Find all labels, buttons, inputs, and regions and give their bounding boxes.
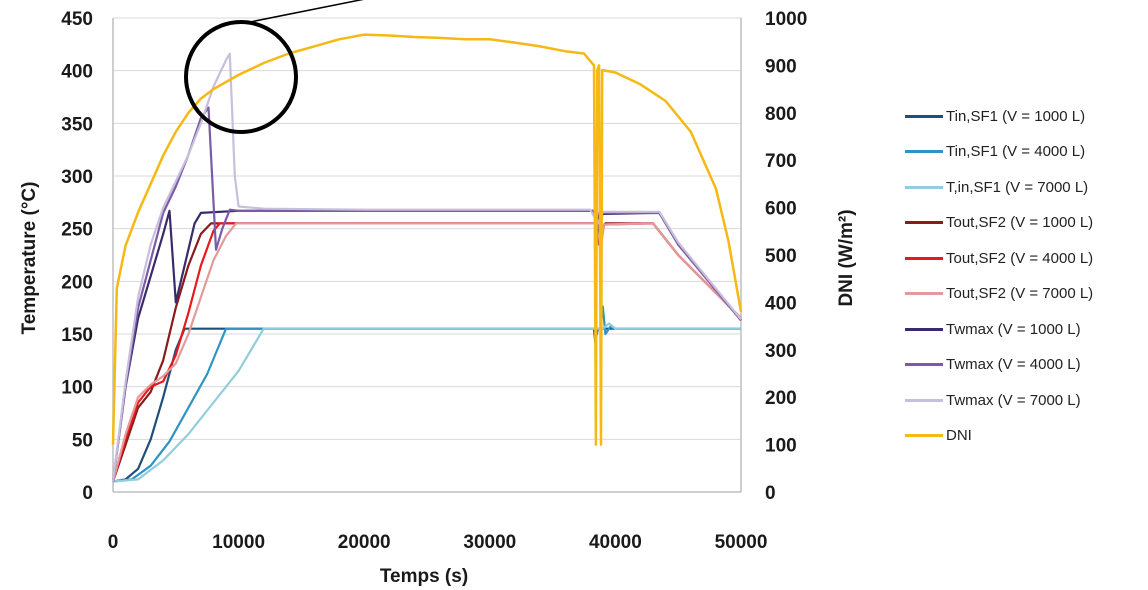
tick-labels: 0 50 100 150 200 250 300 350 400 450 0 100 200 300 400… bbox=[61, 9, 807, 553]
legend-label: DNI bbox=[946, 427, 972, 444]
x-axis-title: Temps (s) bbox=[380, 566, 468, 587]
series-line-4 bbox=[111, 222, 742, 482]
y2-tick-label: 300 bbox=[765, 341, 797, 362]
legend-swatch bbox=[905, 185, 943, 189]
legend-item: Tin,SF1 (V = 1000 L) bbox=[905, 106, 1085, 126]
grid-lines bbox=[113, 17, 741, 440]
series-line-1 bbox=[112, 305, 741, 483]
legend-label: Twmax (V = 1000 L) bbox=[946, 320, 1081, 338]
y-tick-label: 400 bbox=[61, 62, 93, 83]
legend-item: Twmax (V = 4000 L) bbox=[905, 355, 1081, 375]
legend-item: Twmax (V = 7000 L) bbox=[905, 390, 1081, 410]
legend-item: Tout,SF2 (V = 1000 L) bbox=[905, 213, 1093, 233]
annotation-pointer bbox=[244, 0, 364, 24]
legend-label: Twmax (V = 4000 L) bbox=[946, 356, 1081, 373]
y-tick-label: 200 bbox=[61, 272, 93, 293]
y-tick-label: 100 bbox=[61, 378, 93, 399]
legend-swatch bbox=[905, 150, 943, 153]
series-line-9 bbox=[111, 33, 743, 446]
y-tick-label: 300 bbox=[61, 167, 93, 188]
y-tick-label: 150 bbox=[61, 325, 93, 346]
legend-swatch bbox=[905, 256, 943, 260]
y2-tick-label: 100 bbox=[765, 436, 797, 457]
series-line-0 bbox=[112, 327, 741, 483]
legend-swatch bbox=[905, 327, 943, 331]
y-axis-title: Temperature (°C) bbox=[19, 182, 40, 335]
series-lines bbox=[111, 33, 743, 483]
y2-tick-label: 800 bbox=[765, 104, 797, 125]
legend-item: Tin,SF1 (V = 4000 L) bbox=[905, 142, 1085, 162]
y-tick-label: 350 bbox=[61, 114, 93, 135]
y2-tick-label: 500 bbox=[765, 246, 797, 267]
x-tick-label: 0 bbox=[108, 532, 119, 553]
x-tick-label: 30000 bbox=[463, 532, 516, 553]
legend-item: T,in,SF1 (V = 7000 L) bbox=[905, 177, 1088, 197]
y-tick-label: 0 bbox=[82, 483, 93, 504]
y2-tick-label: 700 bbox=[765, 151, 797, 172]
legend-swatch bbox=[905, 114, 943, 118]
y-tick-label: 50 bbox=[72, 430, 93, 451]
legend-label: T,in,SF1 (V = 7000 L) bbox=[946, 178, 1089, 196]
y2-tick-label: 0 bbox=[765, 483, 776, 504]
x-tick-label: 10000 bbox=[212, 532, 265, 553]
legend-item: Twmax (V = 1000 L) bbox=[905, 319, 1081, 339]
series-line-7 bbox=[111, 106, 742, 482]
legend-label: Twmax (V = 7000 L) bbox=[946, 391, 1081, 409]
legend-item: Tout,SF2 (V = 7000 L) bbox=[905, 284, 1093, 304]
y2-tick-label: 200 bbox=[765, 388, 797, 409]
y2-tick-label: 600 bbox=[765, 199, 797, 220]
legend-swatch bbox=[905, 398, 943, 402]
legend-label: Tout,SF2 (V = 7000 L) bbox=[946, 285, 1094, 302]
legend-label: Tout,SF2 (V = 4000 L) bbox=[946, 249, 1094, 267]
series-line-3 bbox=[111, 222, 742, 482]
series-line-5 bbox=[111, 222, 742, 482]
legend-item: DNI bbox=[905, 426, 972, 446]
legend-label: Tin,SF1 (V = 4000 L) bbox=[946, 143, 1086, 160]
annotation bbox=[184, 0, 364, 134]
legend-swatch bbox=[905, 363, 943, 366]
x-tick-label: 50000 bbox=[715, 532, 768, 553]
x-tick-label: 20000 bbox=[338, 532, 391, 553]
y2-tick-label: 1000 bbox=[765, 9, 807, 30]
y2-tick-label: 400 bbox=[765, 293, 797, 314]
legend-label: Tin,SF1 (V = 1000 L) bbox=[946, 107, 1086, 125]
annotation-circle bbox=[184, 20, 298, 134]
x-tick-label: 40000 bbox=[589, 532, 642, 553]
y2-tick-label: 900 bbox=[765, 56, 797, 77]
y2-axis-title: DNI (W/m²) bbox=[836, 209, 857, 306]
series-line-2 bbox=[112, 322, 741, 483]
legend-swatch bbox=[905, 434, 943, 437]
y-tick-label: 250 bbox=[61, 220, 93, 241]
legend-label: Tout,SF2 (V = 1000 L) bbox=[946, 214, 1094, 231]
y-tick-label: 450 bbox=[61, 9, 93, 30]
legend-swatch bbox=[905, 221, 943, 224]
legend-item: Tout,SF2 (V = 4000 L) bbox=[905, 248, 1093, 268]
legend-swatch bbox=[905, 292, 943, 295]
